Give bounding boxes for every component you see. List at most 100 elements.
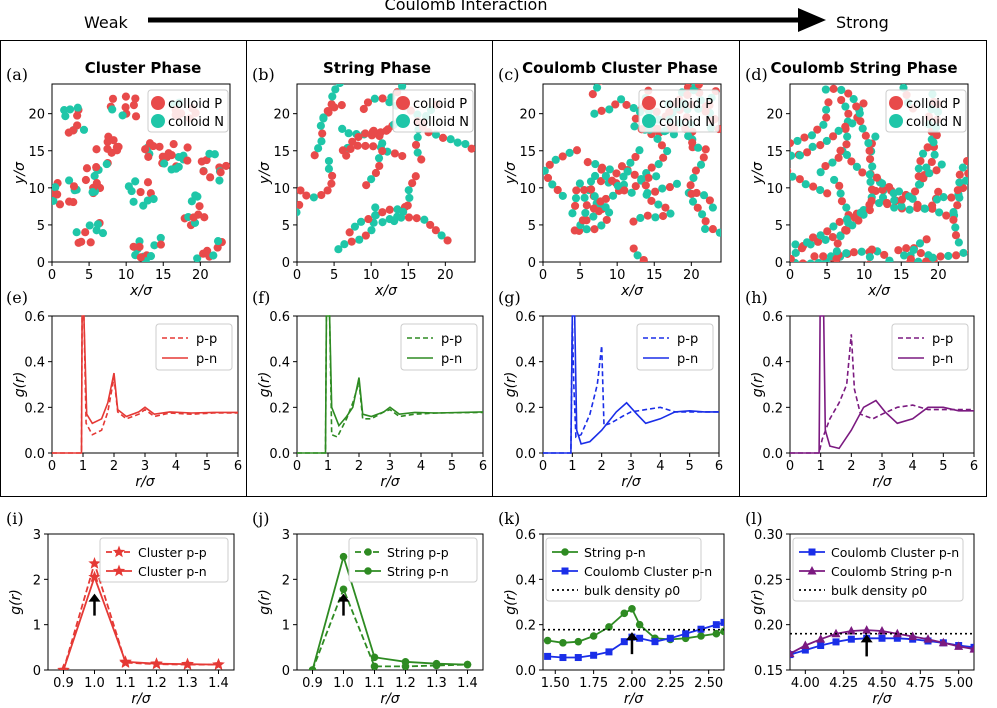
colloid <box>955 193 964 202</box>
gr-panel-e-xtick-label: 0 <box>48 459 56 474</box>
colloid <box>590 225 599 234</box>
legend-marker <box>808 548 816 556</box>
colloid <box>602 215 611 224</box>
zoom-panel-l-series-coulomb-cluster-p-n-point <box>970 643 974 651</box>
colloid <box>81 175 90 185</box>
colloid <box>597 221 606 230</box>
colloid <box>885 256 894 262</box>
colloid <box>722 233 730 241</box>
colloid <box>338 124 347 133</box>
colloid <box>665 183 674 192</box>
zoom-panel-i-data <box>57 557 225 670</box>
snapshot-b-ytick-label: 5 <box>282 219 290 234</box>
colloid <box>821 85 830 94</box>
zoom-panel-j-series-string-p-n-point <box>401 658 410 666</box>
gr-panel-f-ytick-label: 0.4 <box>269 356 290 371</box>
colloid <box>889 189 898 198</box>
zoom-panel-l-series-coulomb-string-p-n-point <box>938 637 948 647</box>
colloid <box>337 101 346 110</box>
colloid <box>954 238 963 247</box>
colloid <box>890 203 899 212</box>
colloid <box>144 152 153 161</box>
colloid <box>385 205 394 214</box>
colloid <box>977 161 985 169</box>
colloid <box>699 191 709 200</box>
snapshot-c-xlabel: x/σ <box>620 283 644 299</box>
colloid <box>582 225 591 234</box>
colloid <box>837 95 846 105</box>
colloid <box>437 231 446 240</box>
colloid <box>103 144 112 153</box>
colloid <box>635 146 644 155</box>
colloid <box>920 204 930 213</box>
zoom-panel-j-series-string-p-n-point <box>308 666 317 670</box>
colloid <box>605 105 614 114</box>
gr-panel-g-xtick-label: 1 <box>568 459 576 474</box>
zoom-panel-l-series-coulomb-string-p-n-point <box>790 648 795 658</box>
panel-label-a: (a) <box>6 65 28 84</box>
colloid <box>699 153 708 162</box>
colloid <box>916 249 925 258</box>
colloid <box>403 201 412 210</box>
zoom-panel-l-series-coulomb-string-p-n-point <box>923 634 933 643</box>
colloid <box>835 181 844 190</box>
colloid <box>324 156 334 166</box>
colloid <box>69 197 78 207</box>
colloid <box>383 125 392 134</box>
colloid <box>790 168 792 174</box>
colloid <box>363 98 373 107</box>
colloid <box>936 252 945 261</box>
colloid <box>572 146 582 155</box>
snapshot-a-xtick-label: 0 <box>48 268 56 283</box>
colloid <box>553 185 562 195</box>
colloid <box>927 157 936 167</box>
zoom-panel-i-ytick-label: 1 <box>33 619 41 634</box>
colloid <box>865 146 874 155</box>
legend-label: bulk density ρ0 <box>831 583 927 598</box>
legend-label: String p-p <box>387 545 449 560</box>
panel-label-f: (f) <box>252 288 270 307</box>
colloid <box>189 213 198 222</box>
colloid <box>653 134 662 143</box>
colloid <box>882 198 891 207</box>
colloid <box>688 138 697 147</box>
zoom-panel-j-series-string-p-n <box>311 553 468 670</box>
zoom-panel-i-xtick-label: 1.4 <box>208 676 229 691</box>
colloid <box>641 181 650 190</box>
gr-panel-e-ylabel: g(r) <box>12 372 28 398</box>
colloid <box>69 182 79 191</box>
colloid <box>367 226 376 235</box>
zoom-panel-l-series-coulomb-cluster-p-n-point <box>817 642 825 650</box>
snapshot-d-legend-box <box>885 89 967 133</box>
colloid <box>816 141 825 150</box>
colloid <box>891 284 899 292</box>
colloid <box>963 298 971 306</box>
colloid <box>598 84 603 85</box>
colloid <box>52 183 60 192</box>
colloid <box>156 233 165 243</box>
gr-panel-g-legend-box <box>636 323 714 371</box>
snapshot-d-xlabel: x/σ <box>867 283 891 299</box>
colloid <box>558 191 567 200</box>
zoom-panel-i-series-cluster-p-n-point <box>57 663 70 670</box>
zoom-panel-l-data <box>790 625 974 659</box>
column-title-3: Coulomb Cluster Phase <box>522 59 718 77</box>
colloid <box>187 197 196 206</box>
colloid <box>453 138 462 147</box>
legend-label-pp: p-p <box>677 332 698 347</box>
colloid <box>417 155 426 164</box>
zoom-panel-l-series-coulomb-string-p-n-point <box>954 641 964 650</box>
zoom-panel-k-legend-box <box>545 537 702 602</box>
colloid <box>202 155 211 165</box>
colloid <box>698 210 707 219</box>
colloid <box>666 209 675 218</box>
colloid <box>590 109 599 118</box>
colloid <box>174 152 183 162</box>
colloid <box>346 144 355 154</box>
colloid <box>821 161 830 171</box>
top-frame <box>0 40 987 497</box>
zoom-panel-l: 4.00 4.25 4.50 4.75 5.00 0.15 0.20 0.25 0.30 r/σ g… <box>750 528 975 707</box>
colloid <box>887 307 895 315</box>
colloid <box>629 103 638 113</box>
legend-label: Coulomb String p-n <box>831 564 952 579</box>
